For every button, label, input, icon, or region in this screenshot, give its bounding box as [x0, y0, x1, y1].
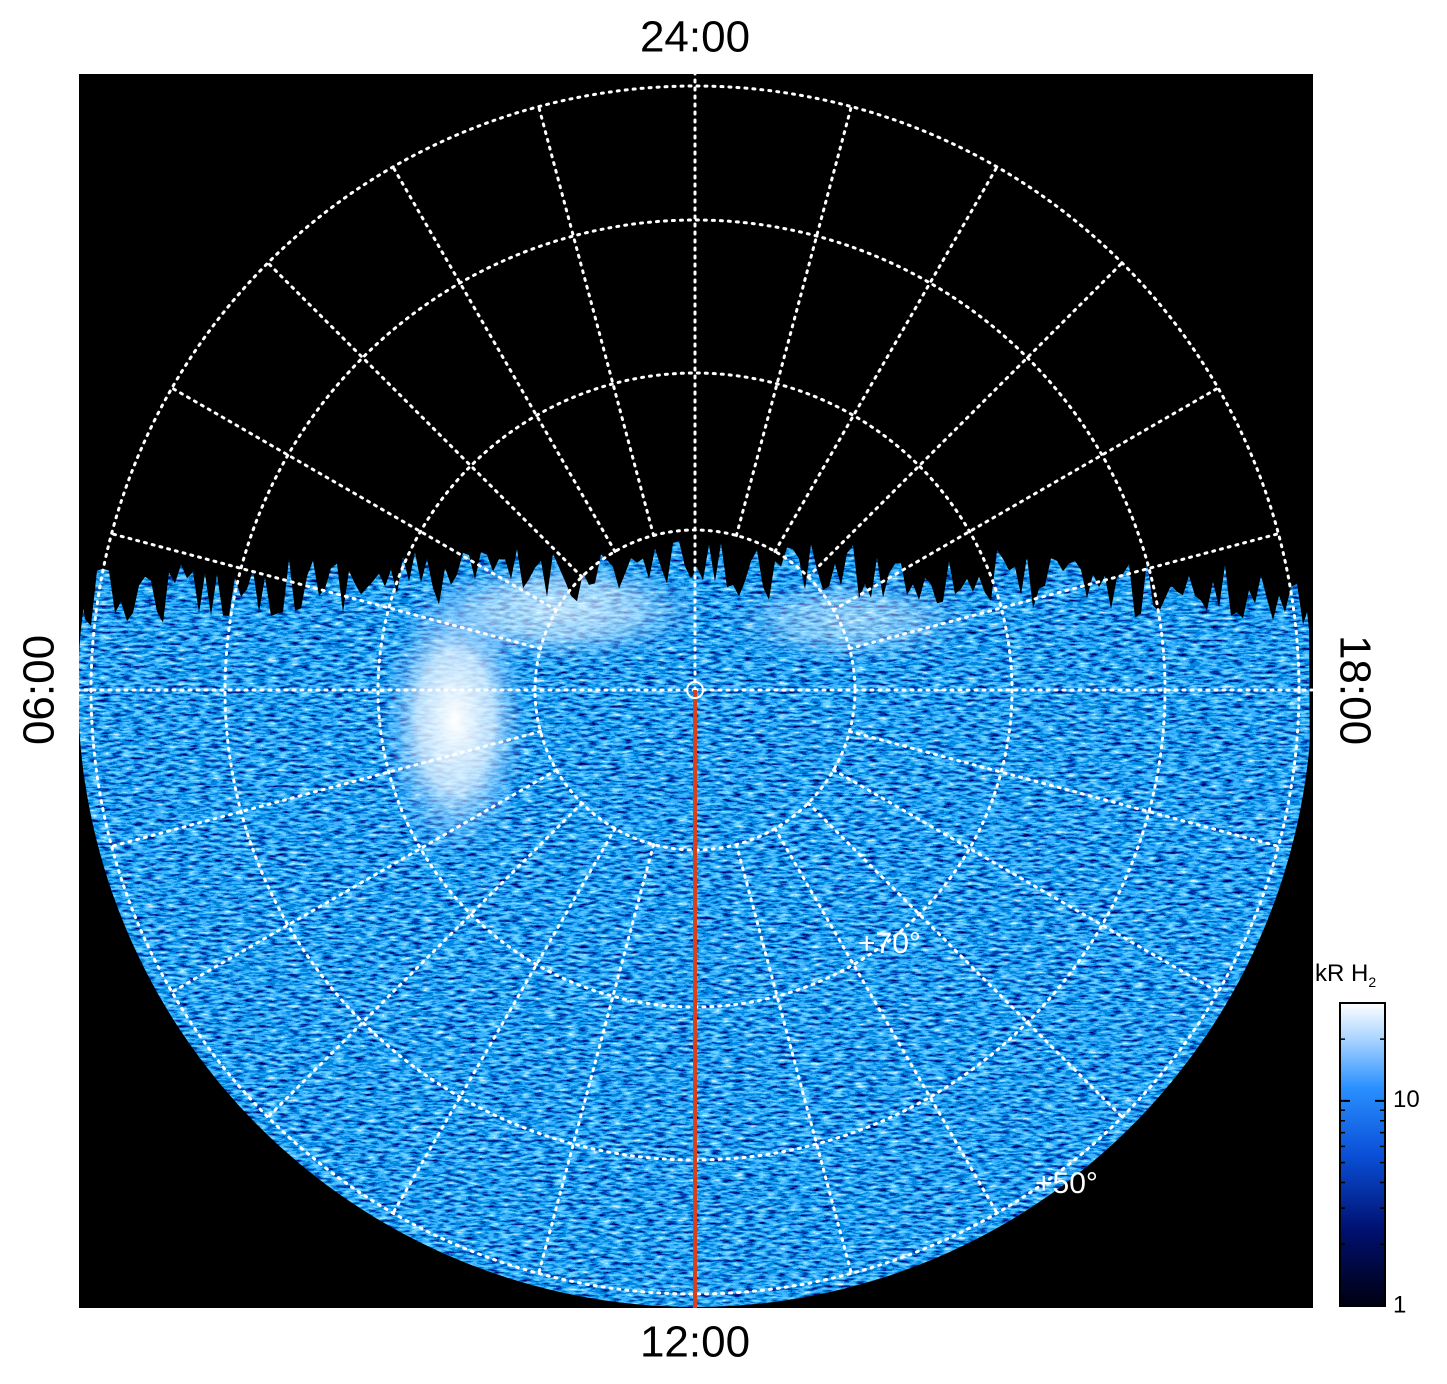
meridian [110, 729, 542, 848]
top-label: 24:00 [640, 13, 750, 62]
latitude-label: +50° [1035, 1167, 1098, 1200]
bright-arc [410, 555, 710, 665]
meridian [266, 801, 584, 1119]
latitude-label: +70° [858, 927, 921, 960]
colorbar-ticks: 1 10 [1340, 1038, 1420, 1318]
meridian [110, 532, 542, 651]
meridian [832, 386, 1220, 612]
meridian [170, 386, 558, 612]
bright-arc [720, 575, 980, 665]
meridian [391, 827, 617, 1215]
meridian [266, 261, 584, 579]
meridian [832, 768, 1220, 994]
meridian [391, 165, 617, 553]
colorbar-title-main: kR H [1315, 960, 1368, 987]
right-label: 18:00 [1330, 635, 1379, 745]
meridian [170, 768, 558, 994]
meridian [734, 843, 853, 1275]
meridian [773, 827, 999, 1215]
meridian [734, 105, 853, 537]
meridian [537, 105, 656, 537]
latitude-circle [89, 84, 1301, 1296]
colorbar-title: kR H2 [1315, 960, 1376, 989]
meridian [806, 261, 1124, 579]
colorbar-tick-label: 10 [1393, 1086, 1420, 1113]
meridian [848, 729, 1280, 848]
left-label: 06:00 [15, 635, 64, 745]
bottom-label: 12:00 [640, 1318, 750, 1367]
meridian [848, 532, 1280, 651]
pole-marker [686, 681, 704, 699]
meridian [806, 801, 1124, 1119]
colorbar [1339, 1002, 1386, 1307]
colorbar-title-sub: 2 [1368, 974, 1376, 990]
colorbar-tick-label: 1 [1393, 1291, 1406, 1318]
meridian [537, 843, 656, 1275]
meridian [773, 165, 999, 553]
